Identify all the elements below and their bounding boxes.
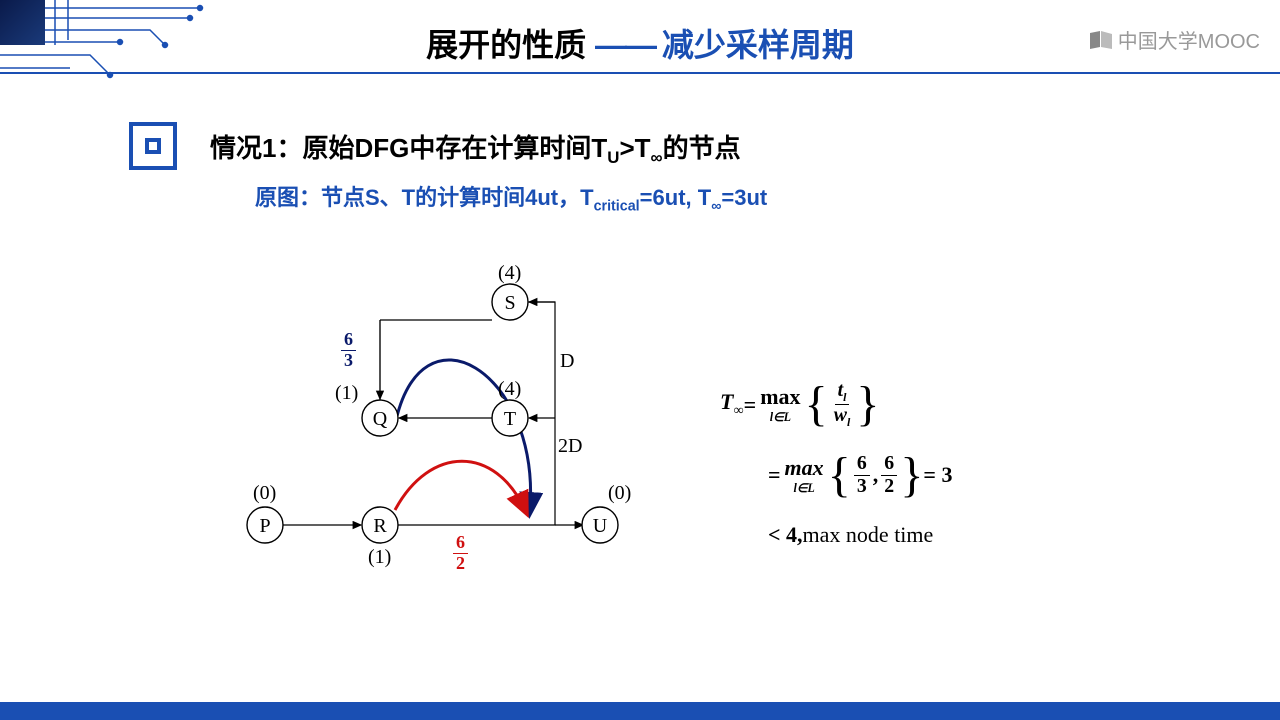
time-T: (4) <box>498 378 521 401</box>
section-bullet-icon <box>125 118 181 174</box>
book-icon <box>1088 29 1114 51</box>
dfg-diagram: P R Q T S U (0) (1) (1) (4) (4) (0) D 2D… <box>200 250 660 590</box>
svg-text:Q: Q <box>373 408 388 430</box>
svg-text:U: U <box>593 515 608 537</box>
svg-text:T: T <box>504 408 516 430</box>
loop-blue-label: 63 <box>338 330 359 371</box>
watermark: 中国大学MOOC <box>1088 25 1260 54</box>
title-dash: —— <box>595 27 662 63</box>
loop-red-label: 62 <box>450 533 471 574</box>
delay-D: D <box>560 350 574 373</box>
case-subtitle: 原图：节点S、T的计算时间4ut，Tcritical=6ut, T∞=3ut <box>255 180 767 214</box>
svg-text:R: R <box>373 515 387 537</box>
svg-text:P: P <box>259 515 270 537</box>
watermark-text: 中国大学MOOC <box>1118 25 1260 54</box>
footer-bar <box>0 702 1280 720</box>
math-line-2: = maxl∈L { 63 , 62 } = 3 <box>720 453 1100 498</box>
time-P: (0) <box>253 482 276 505</box>
time-R: (1) <box>368 546 391 569</box>
header-underline <box>0 72 1280 74</box>
case-title: 情况1：原始DFG中存在计算时间TU>T∞的节点 <box>210 128 741 168</box>
svg-text:S: S <box>504 292 515 314</box>
loop-red <box>395 461 525 510</box>
title-main: 展开的性质 <box>426 27 586 63</box>
math-block: T∞ = maxl∈L { tl wl } = maxl∈L { 63 , 62… <box>720 380 1100 572</box>
title-sub: 减少采样周期 <box>662 27 854 63</box>
math-line-1: T∞ = maxl∈L { tl wl } <box>720 380 1100 429</box>
time-U: (0) <box>608 482 631 505</box>
time-S: (4) <box>498 262 521 285</box>
delay-2D: 2D <box>558 435 582 458</box>
math-line-3: < 4, max node time <box>720 522 1100 548</box>
dfg-nodes: P R Q T S U <box>247 284 618 543</box>
time-Q: (1) <box>335 382 358 405</box>
